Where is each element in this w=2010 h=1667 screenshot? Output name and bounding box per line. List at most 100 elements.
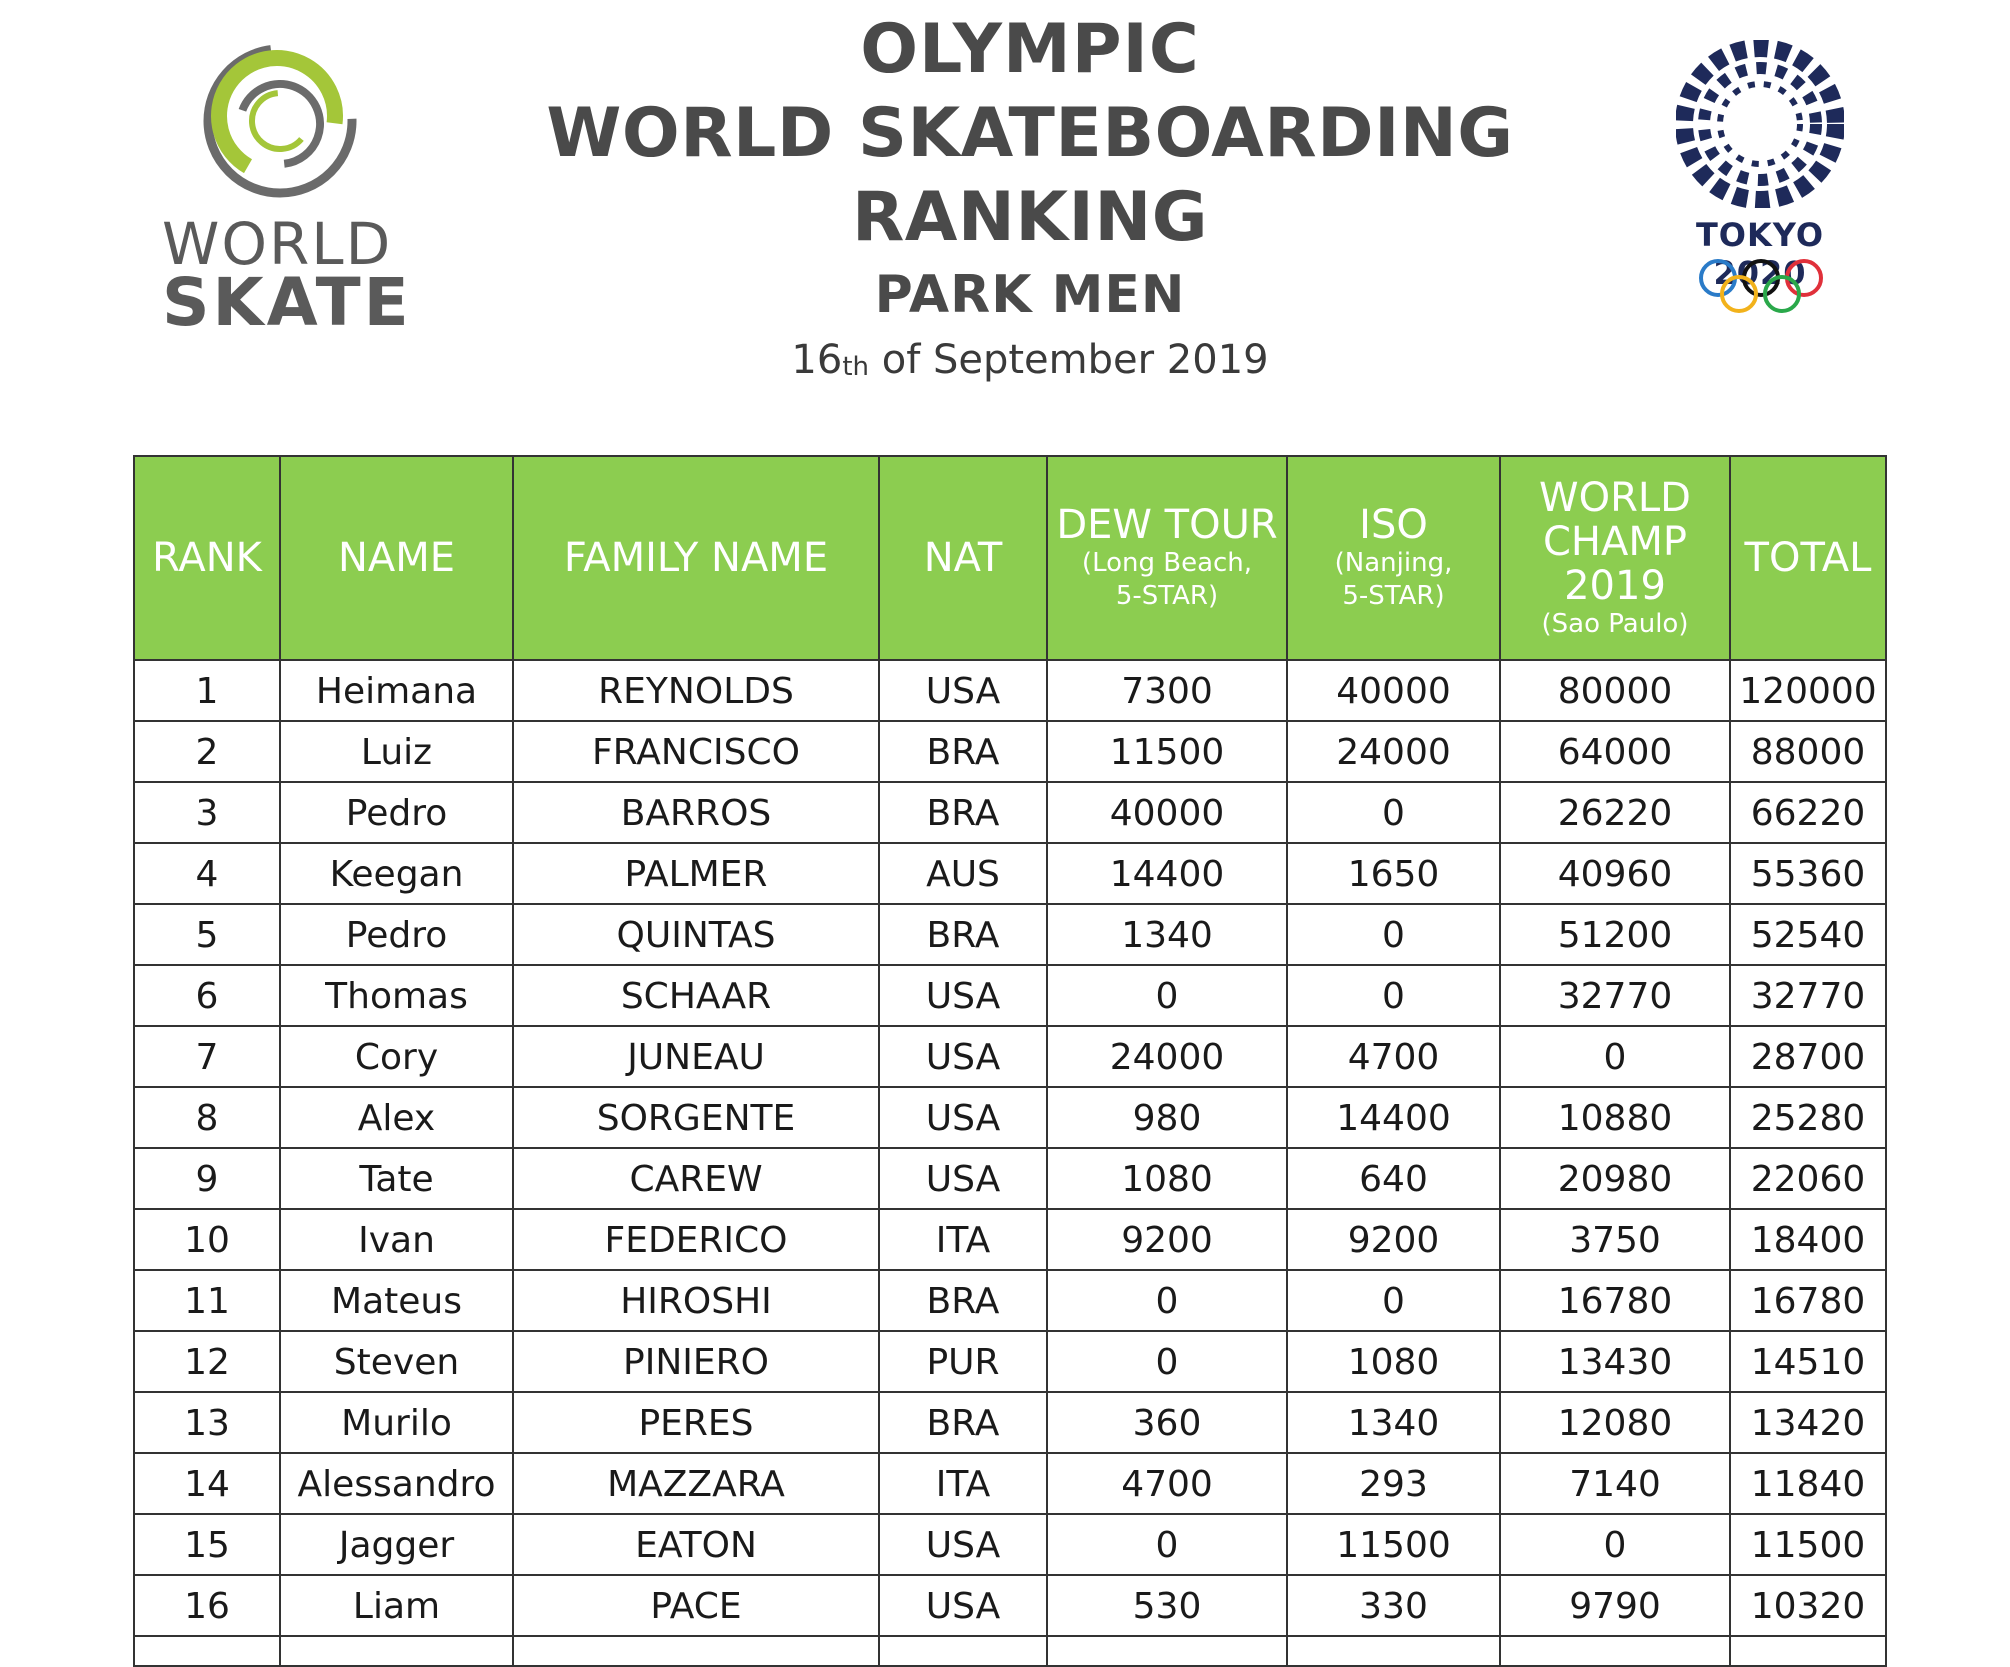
table-row: 4 Keegan PALMER AUS 14400 1650 40960 55360 — [133, 842, 1887, 905]
cell-total: 11500 — [1729, 1513, 1887, 1576]
cell-world-champ: 20980 — [1499, 1147, 1731, 1210]
cell-rank: 13 — [133, 1391, 281, 1454]
table-row: 7 Cory JUNEAU USA 24000 4700 0 28700 — [133, 1025, 1887, 1088]
cell-name: Mateus — [279, 1269, 514, 1332]
cell-dew-tour: 0 — [1046, 1513, 1288, 1576]
cell-name: Luiz — [279, 720, 514, 783]
table-row: 3 Pedro BARROS BRA 40000 0 26220 66220 — [133, 781, 1887, 844]
cell-world-champ: 12080 — [1499, 1391, 1731, 1454]
cell-world-champ: 26220 — [1499, 781, 1731, 844]
cell-total: 10320 — [1729, 1574, 1887, 1637]
cell-iso: 640 — [1286, 1147, 1501, 1210]
title-olympic: OLYMPIC — [860, 10, 1200, 89]
cell-rank: 14 — [133, 1452, 281, 1515]
cell-name: Steven — [279, 1330, 514, 1393]
world-skate-logo: WORLD SKATE — [150, 36, 412, 341]
table-header-row: RANK NAME FAMILY NAME NAT DEW TOUR (Long… — [133, 455, 1887, 661]
col-header-family-name: FAMILY NAME — [512, 455, 880, 661]
cell-nat: BRA — [878, 720, 1048, 783]
cell-family-name: PINIERO — [512, 1330, 880, 1393]
cell-rank: 6 — [133, 964, 281, 1027]
tokyo-emblem-icon — [1676, 40, 1844, 208]
cell-nat: USA — [878, 1025, 1048, 1088]
cell-iso: 330 — [1286, 1574, 1501, 1637]
world-skate-word-world: WORLD — [162, 210, 393, 278]
cell-rank: 8 — [133, 1086, 281, 1149]
empty-cell — [1286, 1635, 1501, 1667]
cell-world-champ: 16780 — [1499, 1269, 1731, 1332]
cell-total: 28700 — [1729, 1025, 1887, 1088]
cell-nat: USA — [878, 964, 1048, 1027]
cell-nat: USA — [878, 1086, 1048, 1149]
cell-iso: 9200 — [1286, 1208, 1501, 1271]
date-suffix: th — [842, 352, 869, 382]
cell-name: Alex — [279, 1086, 514, 1149]
cell-rank: 7 — [133, 1025, 281, 1088]
world-skate-swirl-icon — [203, 44, 357, 198]
date-day: 16 — [791, 337, 843, 383]
col-header-name: NAME — [279, 455, 514, 661]
cell-iso: 24000 — [1286, 720, 1501, 783]
col-header-nat: NAT — [878, 455, 1048, 661]
cell-world-champ: 40960 — [1499, 842, 1731, 905]
cell-iso: 0 — [1286, 964, 1501, 1027]
cell-nat: AUS — [878, 842, 1048, 905]
cell-total: 22060 — [1729, 1147, 1887, 1210]
cell-dew-tour: 0 — [1046, 964, 1288, 1027]
table-row: 12 Steven PINIERO PUR 0 1080 13430 14510 — [133, 1330, 1887, 1393]
cell-total: 66220 — [1729, 781, 1887, 844]
cell-total: 14510 — [1729, 1330, 1887, 1393]
cell-total: 11840 — [1729, 1452, 1887, 1515]
cell-rank: 11 — [133, 1269, 281, 1332]
table-row: 13 Murilo PERES BRA 360 1340 12080 13420 — [133, 1391, 1887, 1454]
cell-iso: 0 — [1286, 1269, 1501, 1332]
table-row: 8 Alex SORGENTE USA 980 14400 10880 25280 — [133, 1086, 1887, 1149]
cell-family-name: FEDERICO — [512, 1208, 880, 1271]
table-row: 6 Thomas SCHAAR USA 0 0 32770 32770 — [133, 964, 1887, 1027]
cell-dew-tour: 0 — [1046, 1269, 1288, 1332]
cell-rank: 3 — [133, 781, 281, 844]
title-date: 16th of September 2019 — [440, 330, 1620, 397]
cell-family-name: JUNEAU — [512, 1025, 880, 1088]
cell-nat: USA — [878, 659, 1048, 722]
cell-name: Jagger — [279, 1513, 514, 1576]
cell-world-champ: 3750 — [1499, 1208, 1731, 1271]
table-row: 1 Heimana REYNOLDS USA 7300 40000 80000 120000 — [133, 659, 1887, 722]
cell-total: 88000 — [1729, 720, 1887, 783]
empty-cell — [1046, 1635, 1288, 1667]
cell-total: 18400 — [1729, 1208, 1887, 1271]
cell-family-name: SCHAAR — [512, 964, 880, 1027]
cell-nat: USA — [878, 1513, 1048, 1576]
cell-iso: 0 — [1286, 781, 1501, 844]
cell-family-name: SORGENTE — [512, 1086, 880, 1149]
empty-cell — [1499, 1635, 1731, 1667]
empty-cell — [1729, 1635, 1887, 1667]
col-header-total: TOTAL — [1729, 455, 1887, 661]
cell-rank: 2 — [133, 720, 281, 783]
ranking-document: WORLD SKATE OLYMPIC WORLD SKATEBOARDING … — [133, 10, 1887, 1667]
cell-total: 13420 — [1729, 1391, 1887, 1454]
empty-cell — [279, 1635, 514, 1667]
world-skate-word-skate: SKATE — [162, 264, 412, 341]
cell-family-name: HIROSHI — [512, 1269, 880, 1332]
cell-name: Alessandro — [279, 1452, 514, 1515]
cell-nat: BRA — [878, 781, 1048, 844]
cell-dew-tour: 40000 — [1046, 781, 1288, 844]
cell-world-champ: 0 — [1499, 1513, 1731, 1576]
cell-name: Cory — [279, 1025, 514, 1088]
cell-nat: USA — [878, 1147, 1048, 1210]
cell-dew-tour: 0 — [1046, 1330, 1288, 1393]
cell-name: Tate — [279, 1147, 514, 1210]
cell-name: Murilo — [279, 1391, 514, 1454]
table-row: 2 Luiz FRANCISCO BRA 11500 24000 64000 88000 — [133, 720, 1887, 783]
cell-name: Thomas — [279, 964, 514, 1027]
cell-name: Pedro — [279, 781, 514, 844]
cell-nat: USA — [878, 1574, 1048, 1637]
table-row-partial — [133, 1635, 1887, 1667]
cell-dew-tour: 24000 — [1046, 1025, 1288, 1088]
cell-rank: 5 — [133, 903, 281, 966]
cell-rank: 1 — [133, 659, 281, 722]
cell-dew-tour: 7300 — [1046, 659, 1288, 722]
date-rest: of September 2019 — [869, 337, 1269, 383]
cell-world-champ: 32770 — [1499, 964, 1731, 1027]
